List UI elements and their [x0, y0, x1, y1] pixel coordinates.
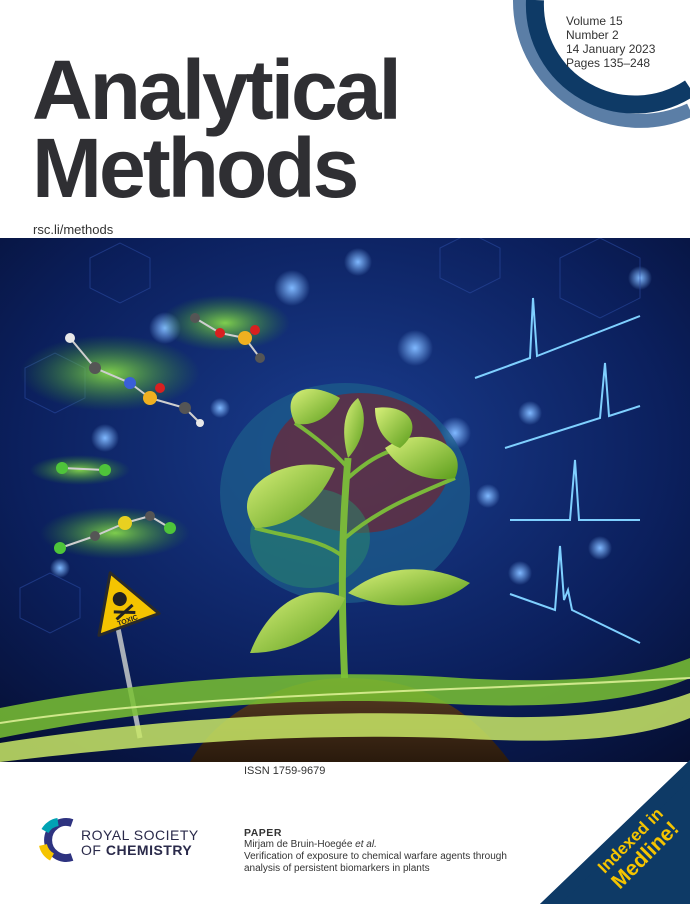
medline-line1: Indexed in: [594, 804, 667, 877]
number: Number 2: [566, 28, 619, 42]
issue-date: 14 January 2023: [566, 42, 656, 56]
volume: Volume 15: [566, 14, 623, 28]
publisher-line2-bold: CHEMISTRY: [105, 842, 193, 858]
medline-line2: Medline!: [607, 817, 683, 893]
pages: Pages 135–248: [566, 56, 651, 70]
journal-title-line1: Analytical: [32, 43, 402, 137]
sign-post: [115, 627, 143, 739]
journal-title-line2: Methods: [32, 121, 359, 215]
rsc-logo-icon: [39, 818, 74, 862]
paper-title-line2: analysis of persistent biomarkers in pla…: [244, 863, 430, 874]
journal-url[interactable]: rsc.li/methods: [33, 222, 114, 237]
chromatograms: [474, 297, 641, 644]
publisher-name: ROYAL SOCIETY OF CHEMISTRY: [81, 828, 199, 858]
paper-author-names: Mirjam de Bruin-Hoegée: [244, 839, 353, 850]
publisher-line2: OF CHEMISTRY: [81, 843, 199, 858]
publisher-line1: ROYAL SOCIETY: [81, 827, 199, 843]
decorative-arc: [512, 0, 690, 128]
light-glows: [50, 248, 652, 585]
plant-leaves: [246, 388, 470, 653]
paper-authors: Mirjam de Bruin-Hoegée et al.: [244, 839, 507, 851]
molecules: [54, 313, 265, 554]
paper-heading: PAPER: [244, 827, 282, 839]
issn: ISSN 1759-9679: [244, 765, 326, 777]
paper-et-al: et al.: [352, 839, 377, 850]
paper-title-line1: Verification of exposure to chemical war…: [244, 851, 507, 862]
issue-info: Volume 15 Number 2 14 January 2023 Pages…: [566, 14, 655, 70]
featured-paper: PAPER Mirjam de Bruin-Hoegée et al. Veri…: [244, 827, 507, 875]
toxic-sign: TOXIC: [97, 571, 161, 637]
cover-illustration: TOXIC: [0, 238, 690, 762]
publisher-line2-prefix: OF: [81, 842, 106, 858]
